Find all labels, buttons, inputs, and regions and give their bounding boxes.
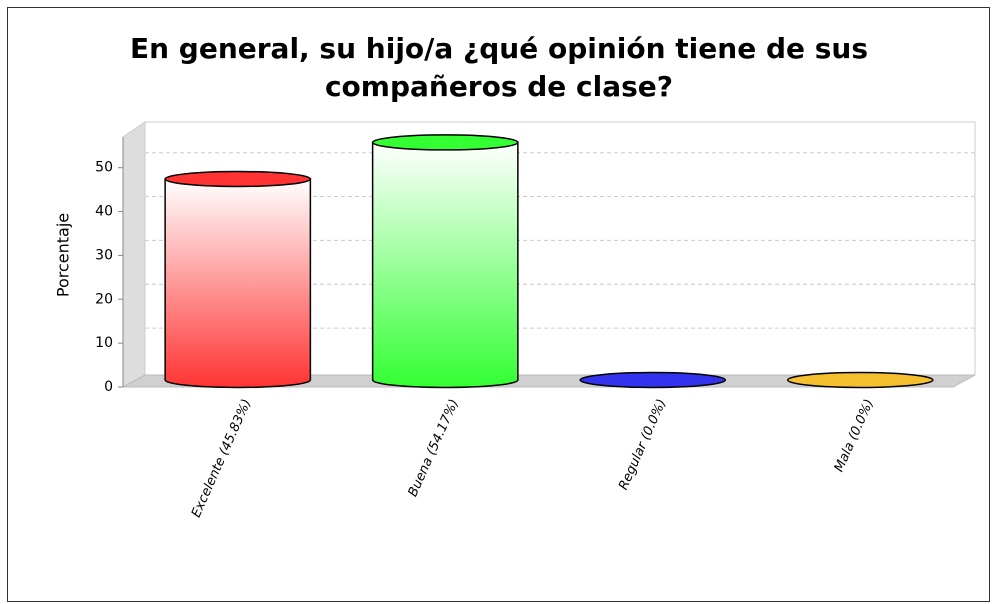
y-tick-label: 0 [104, 379, 113, 395]
bar-top [786, 371, 934, 389]
bar [164, 178, 312, 389]
chart-title: En general, su hijo/a ¿qué opinión tiene… [129, 32, 868, 103]
y-tick-label: 10 [95, 335, 113, 351]
y-axis-label: Porcentaje [54, 213, 73, 297]
y-tick-label: 30 [95, 247, 113, 263]
bar-top [579, 371, 727, 389]
left-wall [122, 121, 146, 388]
bar-top [164, 170, 312, 188]
bar-top [371, 134, 519, 151]
y-tick-label: 50 [95, 160, 113, 176]
y-tick-label: 20 [95, 291, 113, 307]
bar [371, 141, 519, 389]
y-tick-label: 40 [95, 204, 113, 220]
